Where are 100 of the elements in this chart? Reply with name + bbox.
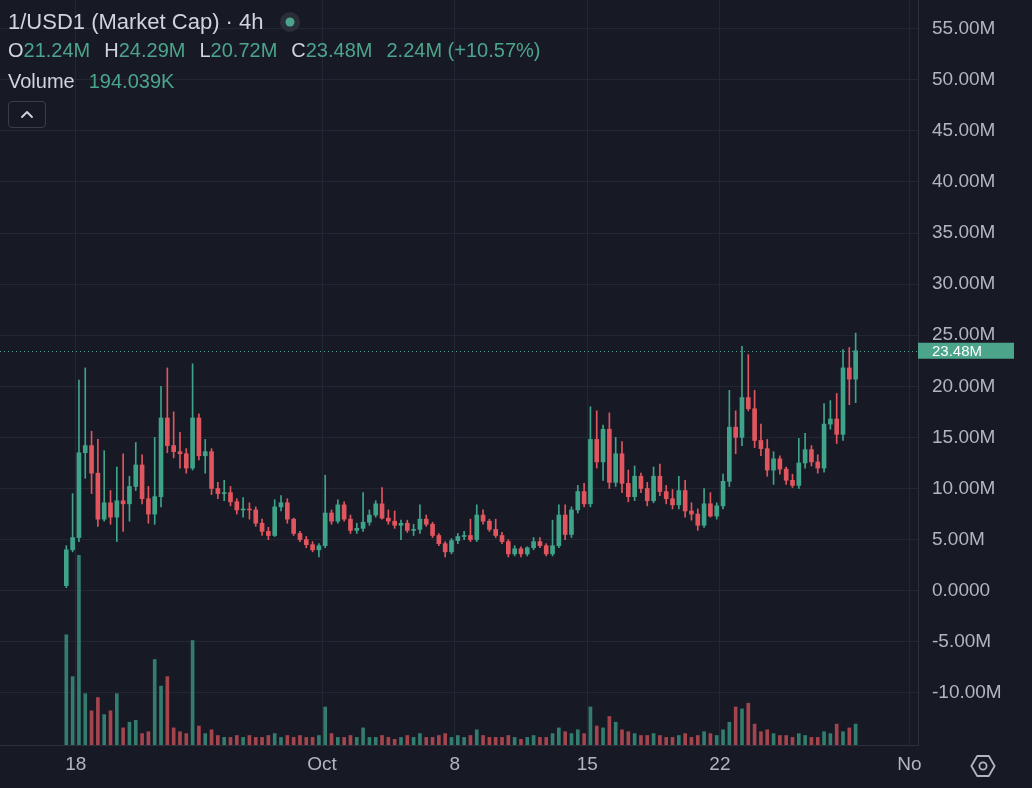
y-tick-label: 10.00M xyxy=(932,476,996,498)
annotation: L20.72M xyxy=(199,39,278,61)
bar xyxy=(538,737,542,745)
bar xyxy=(594,725,599,745)
bar xyxy=(253,737,258,745)
bar xyxy=(601,727,605,745)
candlestick xyxy=(398,519,404,540)
candlestick xyxy=(461,531,467,540)
x-tick-label: 8 xyxy=(449,752,460,774)
y-tick-label: 15.00M xyxy=(932,425,996,447)
bar xyxy=(500,737,504,745)
bar xyxy=(203,733,208,745)
y-tick-label: -5.00M xyxy=(932,630,992,652)
x-tick-label: 15 xyxy=(576,752,598,774)
y-tick-label: 0.0000 xyxy=(932,578,991,600)
bar xyxy=(304,737,309,745)
bar xyxy=(197,725,201,745)
chart-title: 1/USD1 (Market Cap) · 4h xyxy=(8,9,264,34)
annotation: O21.24M xyxy=(8,39,91,61)
bar xyxy=(443,733,448,745)
y-tick-label: -10.00M xyxy=(932,681,1002,703)
y-tick-label: 55.00M xyxy=(932,16,996,38)
bar xyxy=(405,735,410,745)
x-tick-label: No xyxy=(897,752,922,774)
bar xyxy=(159,685,163,745)
bar xyxy=(658,735,662,745)
annotation: H24.29M xyxy=(104,39,186,61)
bar xyxy=(102,714,107,745)
bar xyxy=(784,735,789,745)
bar xyxy=(279,737,283,745)
bar xyxy=(462,737,466,745)
y-tick-label: 35.00M xyxy=(932,221,996,243)
bar xyxy=(620,729,624,745)
candlestick xyxy=(177,431,183,469)
bar xyxy=(582,733,586,745)
bar xyxy=(575,729,580,745)
bar xyxy=(677,735,681,745)
bar xyxy=(803,735,807,745)
bar xyxy=(613,721,618,745)
candlestick xyxy=(82,367,88,479)
bar xyxy=(639,735,643,745)
bar xyxy=(683,733,687,745)
bar xyxy=(759,731,763,745)
annotation: 2.24M (+10.57%) xyxy=(386,39,541,61)
bar xyxy=(481,735,485,745)
y-tick-label: 40.00M xyxy=(932,170,996,192)
bar xyxy=(721,729,725,745)
x-tick-label: Oct xyxy=(307,752,338,774)
bar xyxy=(563,731,567,745)
bar xyxy=(399,737,403,745)
bar xyxy=(424,737,429,745)
annotation: C23.48M xyxy=(291,39,373,61)
bar xyxy=(815,737,820,745)
bar xyxy=(847,727,852,745)
y-tick-label: 50.00M xyxy=(932,67,996,89)
bar xyxy=(114,693,119,745)
bar xyxy=(796,733,801,745)
bar xyxy=(714,735,719,745)
bar xyxy=(64,634,69,745)
bar xyxy=(740,708,744,745)
bar xyxy=(626,731,631,745)
bar xyxy=(519,738,523,745)
bar xyxy=(493,737,498,745)
bar xyxy=(361,727,365,745)
bar xyxy=(184,733,189,745)
bar xyxy=(140,733,144,745)
bar xyxy=(418,733,422,745)
candlestick xyxy=(221,479,227,502)
bar xyxy=(96,697,100,745)
bar xyxy=(77,555,81,745)
bar xyxy=(234,735,239,745)
bar xyxy=(152,659,157,745)
x-tick-label: 22 xyxy=(709,752,731,774)
y-tick-label: 30.00M xyxy=(932,272,996,294)
candlestick xyxy=(152,437,158,525)
bar xyxy=(317,735,321,745)
bar xyxy=(525,737,530,745)
bar xyxy=(746,702,751,745)
candlestick xyxy=(120,453,126,532)
bar xyxy=(778,735,782,745)
bar xyxy=(83,693,88,745)
bar xyxy=(285,735,290,745)
bar xyxy=(834,723,839,745)
x-tick-label: 18 xyxy=(65,752,87,774)
bar xyxy=(216,735,220,745)
bar xyxy=(342,737,346,745)
y-tick-label: 45.00M xyxy=(932,119,996,141)
candlestick xyxy=(847,347,852,406)
bar xyxy=(336,737,340,745)
bar xyxy=(544,737,549,745)
bar xyxy=(323,706,328,745)
y-tick-label: 20.00M xyxy=(932,374,996,396)
bar xyxy=(664,737,669,745)
bar xyxy=(260,737,264,745)
candlestick xyxy=(101,450,107,522)
bar xyxy=(272,733,277,745)
candlestick xyxy=(114,466,120,542)
candlestick xyxy=(202,439,208,474)
bar xyxy=(121,727,125,745)
bar xyxy=(645,735,650,745)
